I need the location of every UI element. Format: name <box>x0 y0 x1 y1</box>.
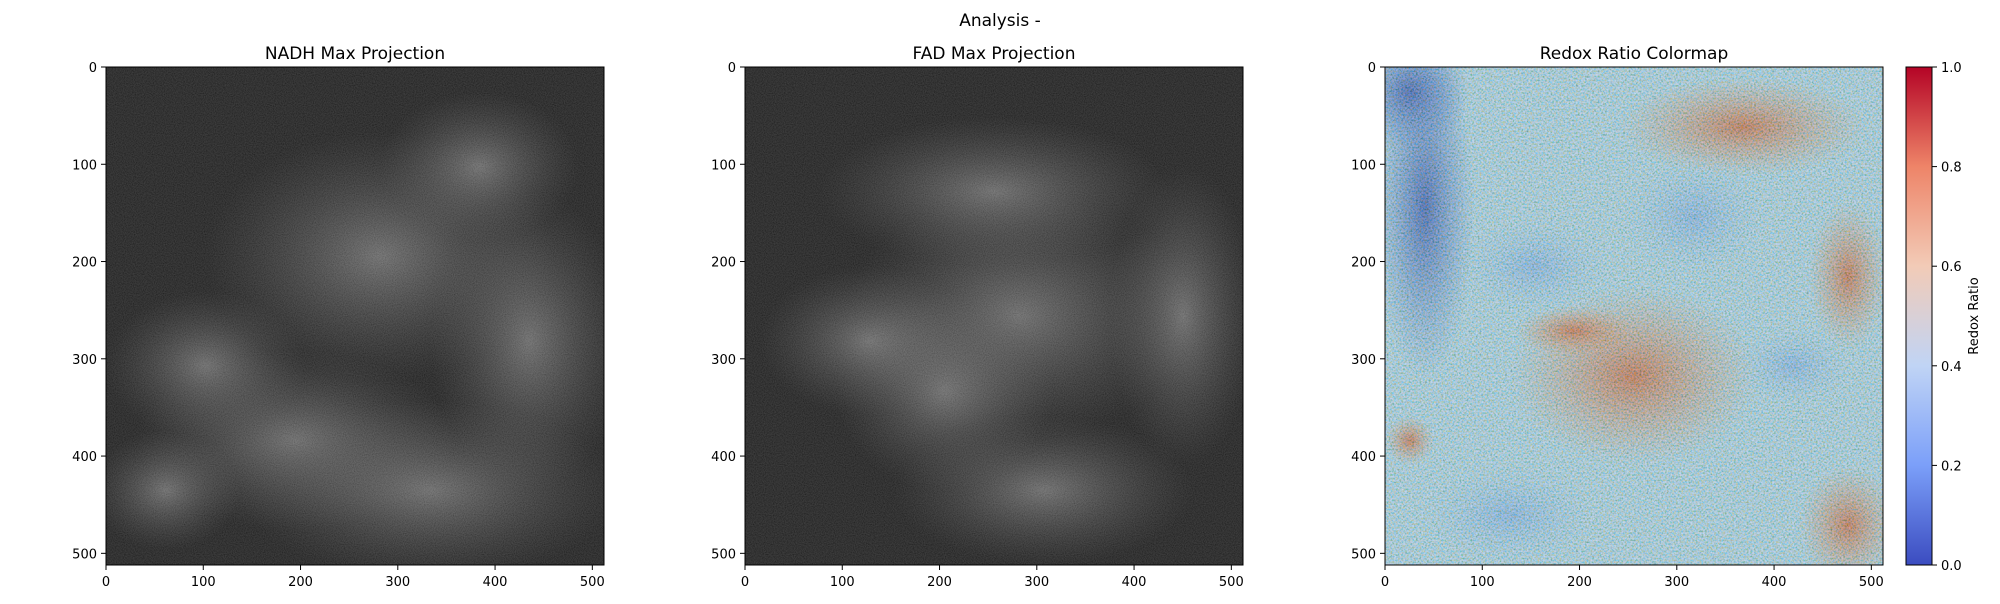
panel-2-title: FAD Max Projection <box>913 44 1076 64</box>
panel-1-ytick-label: 0 <box>89 61 97 76</box>
panel-1-xtick-label: 500 <box>580 575 605 590</box>
panel-1: NADH Max Projection 0 100 200 300 400 500 0 100 2… <box>72 44 605 590</box>
panel-1-ytick-label: 500 <box>72 547 97 562</box>
panel-1-ytick-label: 200 <box>72 256 97 271</box>
panel-3-image <box>1385 67 1883 565</box>
panel-2-ytick-label: 200 <box>711 256 736 271</box>
panel-1-title: NADH Max Projection <box>265 44 445 64</box>
panel-1-xtick-label: 300 <box>385 575 410 590</box>
panel-3-xtick-label: 500 <box>1859 575 1884 590</box>
panel-2-ytick-label: 400 <box>711 450 736 465</box>
panel-2-ytick-label: 500 <box>711 547 736 562</box>
panel-2-xtick-label: 200 <box>927 575 952 590</box>
colorbar-tick-label: 0.2 <box>1941 459 1962 474</box>
panel-3-ytick-label: 500 <box>1351 547 1376 562</box>
panel-2: FAD Max Projection 0 100 200 300 400 500 0 100 20… <box>711 44 1244 590</box>
panel-1-ytick-label: 300 <box>72 353 97 368</box>
panel-3-title: Redox Ratio Colormap <box>1540 44 1729 64</box>
colorbar-gradient <box>1905 66 1933 566</box>
panel-1-frame <box>105 66 605 566</box>
panel-1-ytick-label: 100 <box>72 158 97 173</box>
panel-2-xtick-label: 0 <box>741 575 749 590</box>
colorbar-tick-label: 0.6 <box>1941 260 1962 275</box>
panel-2-frame <box>744 66 1244 566</box>
panel-3-xtick-label: 0 <box>1381 575 1389 590</box>
panel-2-ytick-label: 0 <box>728 61 736 76</box>
panel-3-xtick-label: 400 <box>1762 575 1787 590</box>
panel-1-xtick-label: 0 <box>102 575 110 590</box>
panel-3-ytick-label: 0 <box>1368 61 1376 76</box>
panel-3-xtick-label: 200 <box>1567 575 1592 590</box>
colorbar-tick-label: 1.0 <box>1941 61 1962 76</box>
figure-suptitle: Analysis - <box>959 11 1041 31</box>
panel-3-frame <box>1384 66 1884 566</box>
panel-3-xtick-label: 100 <box>1470 575 1495 590</box>
colorbar-tick-label: 0.4 <box>1941 360 1962 375</box>
colorbar-tick-label: 0.0 <box>1941 559 1962 574</box>
colorbar-label: Redox Ratio <box>1967 277 1982 355</box>
panel-2-ytick-label: 100 <box>711 158 736 173</box>
panel-3-xtick-label: 300 <box>1664 575 1689 590</box>
panel-3-ytick-label: 400 <box>1351 450 1376 465</box>
panel-1-xtick-label: 100 <box>191 575 216 590</box>
panel-2-image <box>745 67 1243 565</box>
panel-2-xtick-label: 500 <box>1219 575 1244 590</box>
colorbar-tick-label: 0.8 <box>1941 161 1962 176</box>
colorbar: 0.0 0.2 0.4 0.6 0.8 1.0 Redox Ratio <box>1905 61 1982 574</box>
panel-1-ytick-label: 400 <box>72 450 97 465</box>
panel-3-ytick-label: 100 <box>1351 158 1376 173</box>
panel-2-xtick-label: 400 <box>1122 575 1147 590</box>
panel-3: Redox Ratio Colormap 0 100 200 300 400 500 0 100… <box>1351 44 1982 590</box>
panel-2-ytick-label: 300 <box>711 353 736 368</box>
panel-1-image <box>106 67 604 565</box>
panel-3-ytick-label: 200 <box>1351 256 1376 271</box>
panel-1-xtick-label: 400 <box>483 575 508 590</box>
panel-2-xtick-label: 300 <box>1024 575 1049 590</box>
panel-1-xtick-label: 200 <box>288 575 313 590</box>
panel-2-xtick-label: 100 <box>830 575 855 590</box>
panel-3-ytick-label: 300 <box>1351 353 1376 368</box>
